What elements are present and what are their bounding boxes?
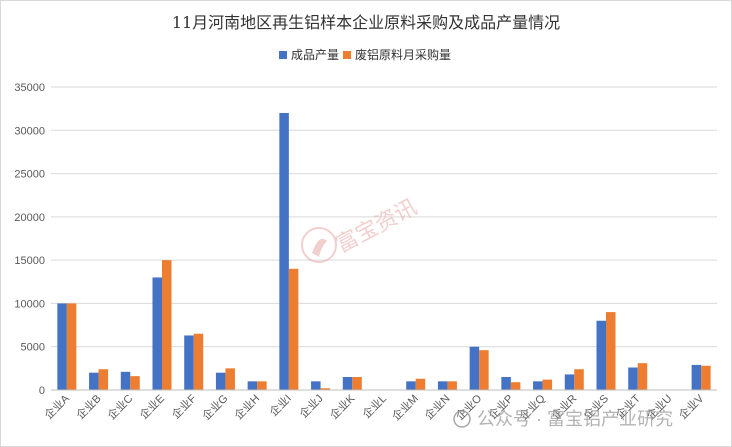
x-tick-label: 企业H — [231, 391, 262, 422]
bar-scrap-purchase-企业H — [257, 381, 267, 390]
bar-scrap-purchase-企业R — [574, 369, 584, 390]
x-tick-label: 企业K — [327, 391, 358, 422]
y-tick-label: 25000 — [14, 169, 45, 181]
bar-output-企业C — [120, 371, 131, 390]
watermark-center: 富宝资讯 — [301, 194, 421, 263]
watermark-bottom-text: 公众号 · 富宝铝产业研究 — [477, 409, 673, 429]
bar-scrap-purchase-企业G — [225, 368, 235, 390]
x-tick-label: 企业M — [389, 391, 421, 423]
bar-output-企业O — [469, 346, 480, 390]
bar-output-企业I — [279, 112, 289, 390]
watermark-flame-icon — [312, 238, 327, 257]
bar-output-企业J — [311, 381, 321, 390]
bar-output-企业A — [57, 303, 67, 390]
bar-scrap-purchase-企业E — [162, 260, 172, 390]
x-tick-label: 企业C — [104, 391, 135, 422]
y-tick-label: 5000 — [21, 342, 45, 354]
legend: 成品产量 废铝原料月采购量 — [279, 47, 451, 62]
bar-scrap-purchase-企业S — [606, 312, 616, 390]
bar-scrap-purchase-企业K — [352, 377, 362, 390]
x-tick-label: 企业G — [199, 391, 231, 423]
bar-output-企业K — [342, 377, 353, 390]
bar-output-企业H — [247, 381, 258, 390]
bar-scrap-purchase-企业N — [447, 381, 457, 390]
bar-scrap-purchase-企业C — [130, 376, 140, 390]
bars — [57, 112, 711, 390]
bar-output-企业F — [184, 335, 194, 390]
bar-scrap-purchase-企业Q — [542, 379, 553, 390]
bar-output-企业B — [89, 372, 99, 390]
bar-scrap-purchase-企业B — [98, 369, 109, 390]
x-tick-label: 企业F — [169, 391, 199, 421]
bar-output-企业P — [501, 377, 511, 390]
y-axis: 0 5000 10000 15000 20000 25000 30000 35000 — [14, 82, 45, 397]
y-tick-label: 10000 — [14, 298, 45, 310]
bar-scrap-purchase-企业P — [510, 382, 521, 390]
bar-output-企业R — [564, 374, 575, 390]
y-tick-label: 20000 — [14, 212, 45, 224]
y-tick-label: 0 — [39, 385, 45, 397]
bar-output-企业M — [406, 381, 416, 390]
bar-scrap-purchase-企业T — [637, 363, 648, 390]
bar-output-企业N — [437, 381, 448, 390]
bar-output-企业G — [215, 372, 226, 390]
x-tick-label: 企业A — [41, 391, 72, 422]
watermark-logo-icon — [301, 227, 337, 263]
legend-label-scrap-purchase: 废铝原料月采购量 — [355, 47, 451, 62]
bar-output-企业E — [152, 277, 162, 390]
bar-scrap-purchase-企业M — [415, 378, 426, 390]
bar-output-企业V — [691, 364, 702, 390]
watermark-bottom: 公众号 · 富宝铝产业研究 — [453, 409, 673, 429]
wechat-icon — [453, 410, 471, 428]
x-tick-label: 企业E — [136, 391, 167, 422]
bar-scrap-purchase-企业A — [66, 303, 77, 390]
x-tick-label: 企业J — [296, 391, 325, 420]
bar-scrap-purchase-企业V — [701, 365, 711, 390]
watermark-center-text: 富宝资讯 — [332, 194, 421, 257]
x-tick-label: 企业N — [421, 391, 452, 422]
legend-swatch-scrap-purchase — [343, 51, 351, 59]
x-tick-label: 企业I — [266, 391, 294, 419]
bar-output-企业Q — [533, 381, 543, 390]
x-tick-label: 企业L — [359, 391, 389, 421]
legend-label-output: 成品产量 — [291, 48, 339, 62]
bar-output-企业T — [628, 367, 638, 390]
bar-scrap-purchase-企业J — [320, 388, 331, 390]
y-tick-label: 15000 — [14, 255, 45, 267]
y-tick-label: 35000 — [14, 82, 45, 94]
bar-output-企业S — [596, 320, 606, 390]
legend-swatch-output — [279, 51, 287, 59]
y-tick-label: 30000 — [14, 125, 45, 137]
bar-scrap-purchase-企业I — [288, 268, 299, 390]
chart-title: 11月河南地区再生铝样本企业原料采购及成品产量情况 — [172, 13, 560, 32]
x-tick-label: 企业B — [73, 391, 104, 422]
bar-scrap-purchase-企业O — [479, 350, 489, 390]
x-tick-label: 企业V — [676, 391, 707, 422]
bar-scrap-purchase-企业F — [193, 333, 204, 390]
